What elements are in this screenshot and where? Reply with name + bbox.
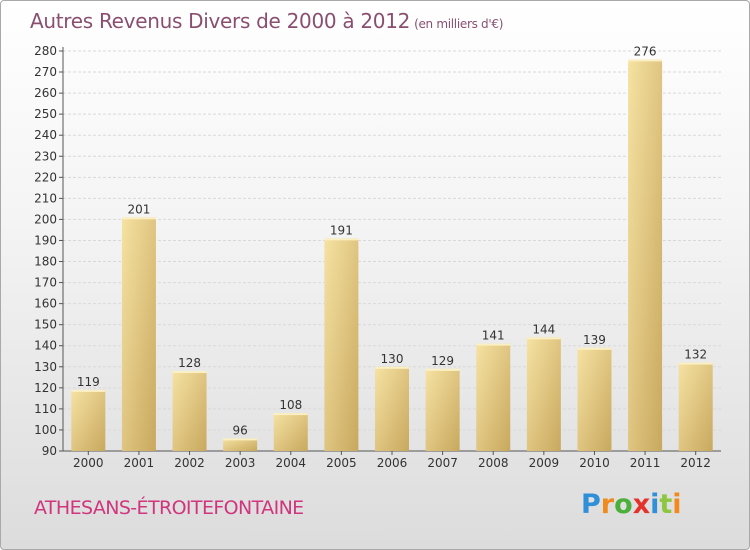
y-tick-label: 130 — [34, 360, 57, 374]
x-tick-label: 2007 — [427, 456, 458, 470]
y-tick-label: 210 — [34, 191, 57, 205]
proxiti-logo: Proxiti — [581, 489, 682, 520]
value-label: 132 — [684, 348, 707, 362]
logo-letter: t — [659, 489, 673, 520]
bar-top-highlight — [172, 371, 207, 373]
bar-top-highlight — [71, 389, 106, 392]
value-label: 108 — [279, 398, 302, 412]
value-label: 201 — [127, 202, 150, 216]
bar-top-highlight — [526, 337, 561, 340]
x-tick-label: 2012 — [680, 456, 711, 470]
value-label: 128 — [178, 356, 201, 370]
logo-letter: i — [672, 489, 682, 520]
value-label: 139 — [583, 333, 606, 347]
x-tick-label: 2003 — [225, 456, 256, 470]
y-tick-label: 170 — [34, 276, 57, 290]
bar-2012 — [678, 362, 713, 451]
bar-2000 — [71, 389, 106, 451]
logo-letter: i — [650, 489, 660, 520]
chart-title-text: Autres Revenus Divers de 2000 à 2012 — [30, 9, 411, 33]
labels: 90 100 110 120 130 140 150 160 170 180 190 200 210 22… — [34, 44, 711, 470]
bars — [71, 59, 713, 451]
bar-top-highlight — [628, 59, 663, 62]
y-tick-label: 230 — [34, 149, 57, 163]
y-tick-label: 160 — [34, 297, 57, 311]
x-tick-label: 2009 — [529, 456, 560, 470]
y-tick-label: 110 — [34, 402, 57, 416]
value-label: 276 — [634, 44, 657, 58]
y-tick-label: 260 — [34, 86, 57, 100]
y-tick-label: 240 — [34, 128, 57, 142]
bar-2002 — [172, 371, 207, 451]
y-tick-label: 100 — [34, 423, 57, 437]
bar-top-highlight — [375, 366, 409, 369]
bar-top-highlight — [121, 217, 156, 220]
bar-2006 — [375, 366, 409, 451]
bar-top-highlight — [324, 238, 359, 241]
chart-title: Autres Revenus Divers de 2000 à 2012 (en … — [30, 9, 503, 33]
value-label: 119 — [77, 375, 100, 389]
value-label: 129 — [431, 354, 454, 368]
bar-2005 — [324, 238, 359, 451]
value-label: 141 — [482, 329, 505, 343]
value-label: 96 — [233, 423, 248, 437]
logo-letter: o — [614, 489, 633, 520]
bar-top-highlight — [476, 343, 511, 346]
location-name: ATHESANS-ÉTROITEFONTAINE — [34, 497, 304, 519]
value-label: 144 — [532, 322, 555, 336]
bar-top-highlight — [425, 368, 460, 371]
bar-2010 — [577, 347, 612, 451]
value-label: 191 — [330, 223, 353, 237]
bar-top-highlight — [577, 347, 612, 350]
x-tick-label: 2001 — [124, 456, 155, 470]
y-tick-label: 280 — [34, 44, 57, 58]
y-tick-label: 200 — [34, 212, 57, 226]
y-tick-label: 250 — [34, 107, 57, 121]
bar-2001 — [121, 217, 156, 451]
value-label: 130 — [381, 352, 404, 366]
x-tick-label: 2005 — [326, 456, 357, 470]
bar-2011 — [628, 59, 663, 451]
logo-letter: r — [600, 489, 615, 520]
y-tick-label: 180 — [34, 255, 57, 269]
x-tick-label: 2010 — [579, 456, 610, 470]
y-tick-label: 90 — [42, 444, 57, 458]
bar-2003 — [223, 438, 258, 451]
bar-2007 — [425, 368, 460, 451]
chart-subtitle: (en milliers d'€) — [414, 17, 504, 31]
bar-2004 — [273, 413, 308, 451]
x-tick-label: 2004 — [275, 456, 306, 470]
bar-top-highlight — [678, 362, 713, 365]
y-tick-label: 150 — [34, 318, 57, 332]
x-tick-label: 2008 — [478, 456, 509, 470]
bar-top-highlight — [273, 413, 308, 416]
y-tick-label: 140 — [34, 339, 57, 353]
y-tick-label: 190 — [34, 233, 57, 247]
x-tick-label: 2002 — [174, 456, 205, 470]
y-tick-label: 270 — [34, 65, 57, 79]
x-tick-label: 2011 — [630, 456, 661, 470]
bar-2009 — [526, 337, 561, 451]
bar-2008 — [476, 343, 511, 451]
logo-letter: P — [581, 489, 601, 520]
logo-letter: x — [632, 489, 651, 520]
x-tick-label: 2000 — [73, 456, 104, 470]
bar-top-highlight — [223, 438, 258, 441]
y-tick-label: 120 — [34, 381, 57, 395]
y-tick-label: 220 — [34, 170, 57, 184]
x-tick-label: 2006 — [377, 456, 408, 470]
